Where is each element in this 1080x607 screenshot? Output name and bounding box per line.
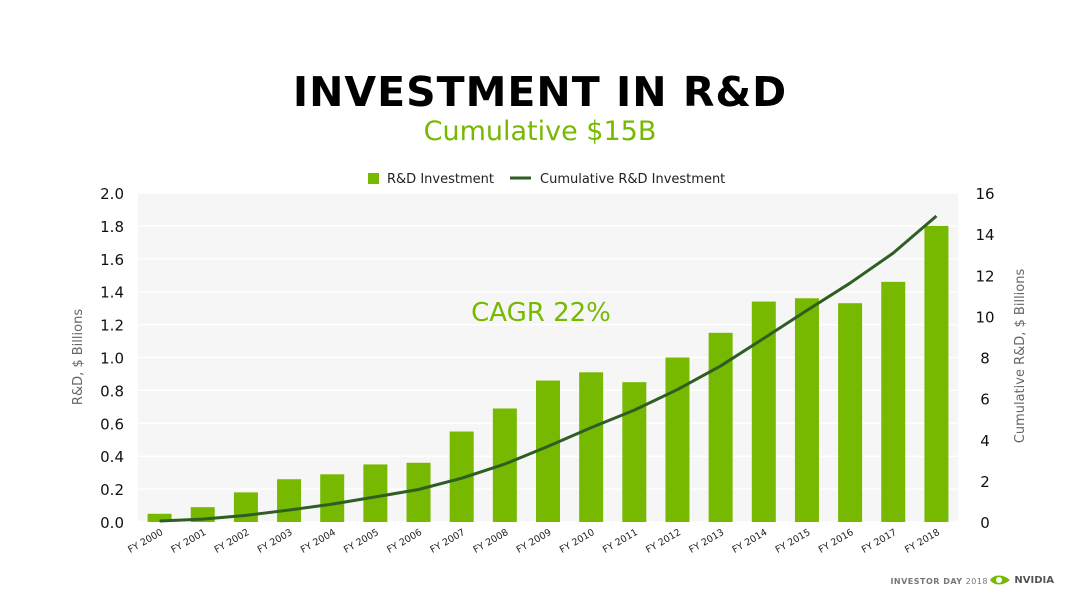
- footer-event-name: INVESTOR DAY: [890, 577, 963, 586]
- x-tick-label: FY 2013: [687, 527, 726, 556]
- y2-axis-label: Cumulative R&D, $ Billions: [1013, 269, 1028, 444]
- cumulative-line: [159, 214, 938, 523]
- y2-tick-label: 8: [980, 350, 990, 368]
- y-tick-label: 0.0: [100, 514, 124, 532]
- y-tick-label: 1.0: [100, 350, 124, 368]
- x-tick-label: FY 2018: [903, 527, 942, 556]
- slide-subtitle: Cumulative $15B: [423, 116, 657, 147]
- bar: [579, 372, 604, 522]
- y2-tick-label: 2: [980, 473, 990, 491]
- y-tick-label: 2.0: [100, 185, 124, 203]
- x-tick-label: FY 2003: [256, 527, 295, 556]
- x-tick-label: FY 2004: [299, 527, 338, 556]
- footer-event-label: INVESTOR DAY 2018: [890, 577, 988, 586]
- x-tick-label: FY 2009: [515, 527, 554, 556]
- bar: [622, 382, 647, 522]
- bar: [881, 281, 906, 522]
- bar: [665, 357, 690, 522]
- x-axis-ticks: FY 2000 FY 2001 FY 2002 FY 2003 FY 2004 FY 20…: [126, 527, 942, 556]
- y-axis-label: R&D, $ Billions: [71, 309, 86, 405]
- y-tick-label: 0.4: [100, 448, 124, 466]
- x-tick-label: FY 2007: [428, 527, 467, 556]
- y2-tick-label: 10: [975, 308, 994, 326]
- y2-tick-label: 0: [980, 514, 990, 532]
- nvidia-eye-icon: [990, 575, 1011, 585]
- x-tick-label: FY 2015: [774, 527, 813, 556]
- x-tick-label: FY 2012: [644, 527, 683, 556]
- bar-series: [147, 225, 949, 522]
- slide-title: INVESTMENT IN R&D: [292, 68, 788, 116]
- bar: [277, 479, 302, 522]
- brand-logo: NVIDIA: [989, 573, 1054, 587]
- x-tick-label: FY 2000: [126, 527, 165, 556]
- x-tick-label: FY 2008: [472, 527, 511, 556]
- bar: [147, 513, 172, 522]
- bar: [924, 225, 949, 522]
- y2-tick-label: 4: [980, 432, 990, 450]
- y-tick-label: 0.2: [100, 481, 124, 499]
- bar: [794, 298, 819, 522]
- bar: [363, 464, 388, 522]
- legend-line-label: Cumulative R&D Investment: [540, 172, 725, 187]
- y2-tick-label: 6: [980, 391, 990, 409]
- y-tick-label: 1.8: [100, 218, 124, 236]
- y-tick-label: 0.8: [100, 382, 124, 400]
- y-tick-label: 1.6: [100, 251, 124, 269]
- x-tick-label: FY 2002: [213, 527, 252, 556]
- bar: [320, 474, 345, 522]
- legend: R&D Investment Cumulative R&D Investment: [368, 172, 725, 187]
- right-axis-ticks: 0 2 4 6 8 10 12 14 16: [975, 185, 994, 532]
- bar: [536, 380, 560, 522]
- x-tick-label: FY 2016: [817, 527, 856, 556]
- y2-tick-label: 12: [975, 267, 994, 285]
- y-tick-label: 0.6: [100, 415, 124, 433]
- x-tick-label: FY 2005: [342, 527, 381, 556]
- x-tick-label: FY 2001: [169, 527, 208, 556]
- x-tick-label: FY 2014: [730, 527, 769, 556]
- cagr-annotation: CAGR 22%: [471, 298, 611, 328]
- y-tick-label: 1.4: [100, 284, 124, 302]
- y2-tick-label: 16: [975, 185, 994, 203]
- x-tick-label: FY 2011: [601, 527, 640, 556]
- x-tick-label: FY 2017: [860, 527, 899, 556]
- bar: [838, 303, 863, 522]
- brand-name: NVIDIA: [1014, 574, 1054, 586]
- left-axis-ticks: 0.0 0.2 0.4 0.6 0.8 1.0 1.2 1.4 1.6 1.8 2.0: [100, 185, 124, 532]
- legend-bar-label: R&D Investment: [387, 172, 494, 187]
- y2-tick-label: 14: [975, 226, 994, 244]
- x-tick-label: FY 2010: [558, 527, 597, 556]
- y-tick-label: 1.2: [100, 317, 124, 335]
- x-tick-label: FY 2006: [385, 527, 424, 556]
- footer-event-year: 2018: [965, 577, 988, 586]
- legend-bar-swatch: [368, 173, 379, 184]
